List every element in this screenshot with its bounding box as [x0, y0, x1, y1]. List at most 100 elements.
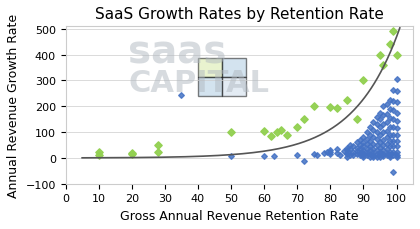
Point [367, 149, 373, 152]
Point [380, 139, 387, 142]
Point [386, 125, 393, 129]
FancyBboxPatch shape [222, 77, 246, 96]
Text: saas: saas [128, 33, 227, 71]
Point [370, 155, 377, 159]
Point [386, 154, 393, 158]
Point [357, 144, 363, 147]
Point [390, 133, 396, 137]
Point [393, 127, 400, 131]
Point [393, 145, 400, 149]
FancyBboxPatch shape [222, 59, 246, 77]
Point [284, 133, 291, 137]
Point [390, 140, 396, 143]
Point [314, 154, 320, 158]
Point [357, 154, 363, 158]
Point [261, 154, 268, 158]
Point [354, 141, 360, 145]
Point [393, 150, 400, 154]
Y-axis label: Annual Revenue Growth Rate: Annual Revenue Growth Rate [7, 14, 20, 197]
Point [390, 118, 396, 122]
Point [393, 154, 400, 158]
Point [380, 154, 387, 158]
Point [393, 140, 400, 143]
Point [360, 155, 367, 159]
Point [367, 145, 373, 149]
Point [337, 154, 344, 158]
Point [344, 149, 350, 152]
Point [386, 150, 393, 154]
Point [271, 155, 278, 158]
Point [333, 151, 340, 155]
Point [377, 112, 383, 115]
Point [357, 147, 363, 151]
Point [390, 109, 396, 112]
Point [383, 120, 390, 124]
Point [377, 125, 383, 129]
Point [393, 112, 400, 115]
Point [340, 149, 347, 153]
Point [370, 136, 377, 139]
Point [383, 113, 390, 116]
Point [390, 145, 396, 149]
Point [360, 79, 367, 82]
Point [370, 147, 377, 151]
Point [380, 131, 387, 134]
Point [386, 145, 393, 149]
Point [228, 131, 234, 134]
Point [310, 153, 317, 156]
Point [354, 118, 360, 122]
Point [380, 153, 387, 156]
Point [390, 171, 396, 174]
Point [386, 133, 393, 137]
Point [367, 125, 373, 129]
Point [390, 30, 396, 34]
Point [129, 152, 135, 155]
Point [320, 152, 327, 155]
Point [380, 105, 387, 109]
Point [333, 147, 340, 151]
Point [354, 153, 360, 156]
Point [386, 155, 393, 159]
Point [393, 133, 400, 137]
Point [344, 151, 350, 155]
Point [360, 154, 367, 158]
Point [357, 139, 363, 142]
Point [383, 142, 390, 146]
Point [383, 102, 390, 106]
Point [363, 131, 370, 134]
Point [363, 142, 370, 146]
Point [360, 141, 367, 145]
Point [344, 153, 350, 156]
Point [350, 153, 357, 157]
Point [390, 125, 396, 129]
Point [367, 153, 373, 156]
Point [370, 154, 377, 158]
Point [380, 144, 387, 147]
Point [377, 150, 383, 154]
Point [95, 150, 102, 154]
Point [383, 154, 390, 158]
Point [370, 142, 377, 146]
Point [393, 119, 400, 123]
Point [386, 108, 393, 111]
Point [261, 129, 268, 133]
Point [327, 106, 333, 109]
Point [377, 141, 383, 145]
Point [363, 147, 370, 151]
Point [377, 133, 383, 137]
Point [383, 147, 390, 151]
Point [357, 151, 363, 155]
Point [393, 78, 400, 82]
FancyBboxPatch shape [198, 77, 222, 96]
Point [324, 151, 331, 154]
Point [300, 118, 307, 122]
Point [377, 146, 383, 150]
Point [373, 153, 380, 156]
Point [327, 153, 333, 156]
Point [354, 149, 360, 153]
Point [95, 153, 102, 157]
Point [129, 153, 135, 156]
Point [347, 154, 354, 158]
Point [344, 146, 350, 150]
Point [347, 144, 354, 147]
